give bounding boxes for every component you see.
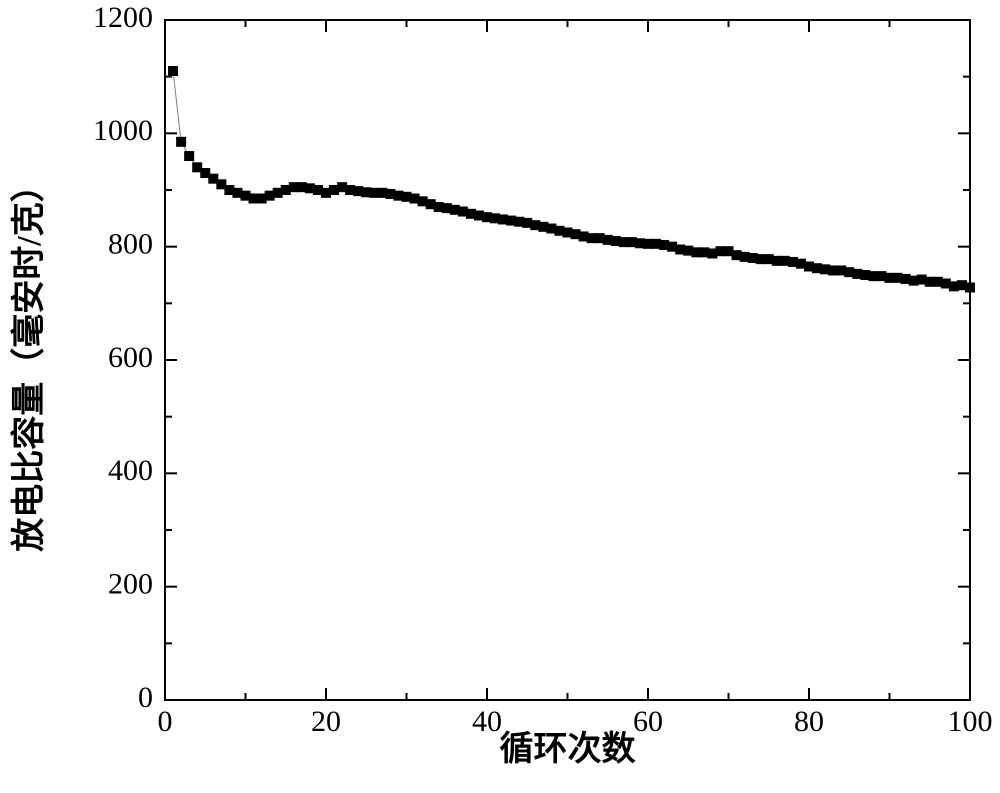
data-marker xyxy=(168,66,178,76)
x-tick-label: 40 xyxy=(472,705,502,738)
y-tick-label: 400 xyxy=(108,454,153,487)
data-marker xyxy=(184,151,194,161)
data-marker xyxy=(965,282,975,292)
y-tick-label: 600 xyxy=(108,341,153,374)
x-tick-label: 80 xyxy=(794,705,824,738)
x-tick-label: 0 xyxy=(158,705,173,738)
x-tick-label: 20 xyxy=(311,705,341,738)
y-tick-label: 0 xyxy=(138,681,153,714)
chart-container: 020406080100020040060080010001200循环次数放电比… xyxy=(0,0,1000,793)
y-axis-title: 放电比容量（毫安时/克） xyxy=(9,168,48,551)
x-tick-label: 60 xyxy=(633,705,663,738)
y-tick-label: 1200 xyxy=(93,1,153,34)
x-axis-title: 循环次数 xyxy=(500,730,636,768)
y-tick-label: 200 xyxy=(108,568,153,601)
y-tick-label: 1000 xyxy=(93,114,153,147)
data-marker xyxy=(176,137,186,147)
x-tick-label: 100 xyxy=(948,705,993,738)
y-tick-label: 800 xyxy=(108,228,153,261)
discharge-capacity-chart: 020406080100020040060080010001200循环次数放电比… xyxy=(0,0,1000,793)
